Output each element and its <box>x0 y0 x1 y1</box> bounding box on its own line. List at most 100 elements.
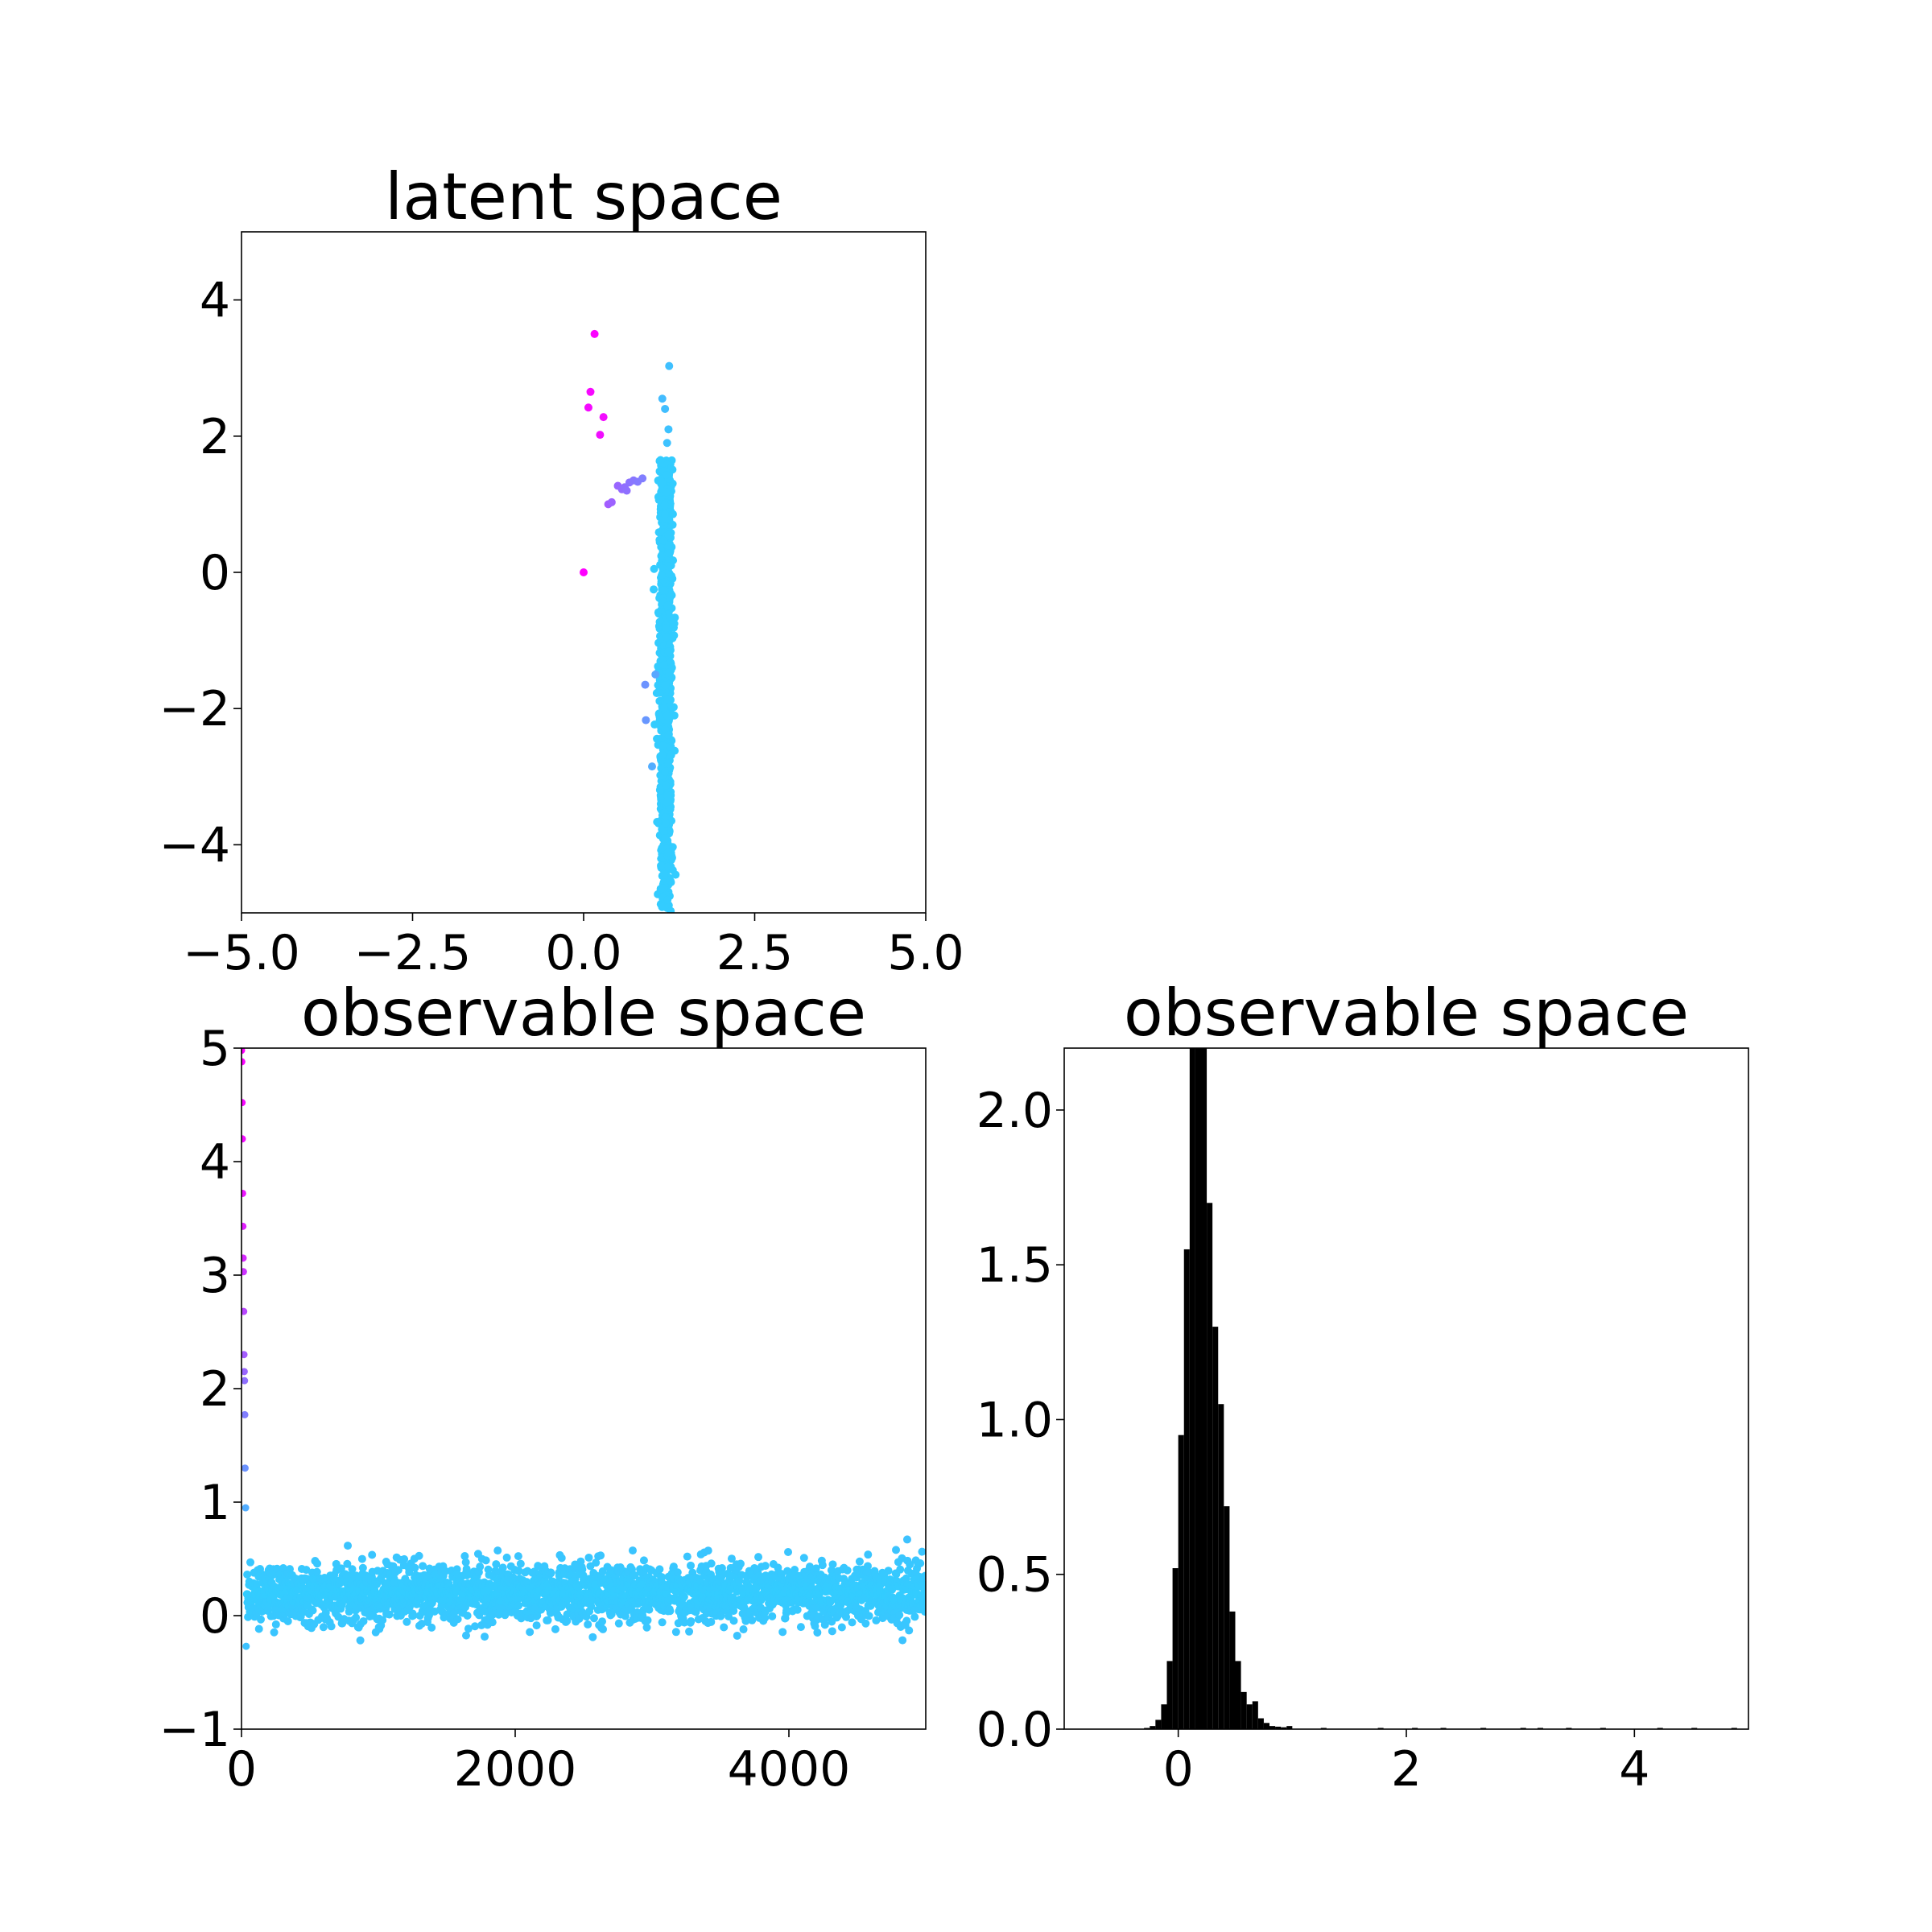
observable-point <box>848 1618 857 1627</box>
latent-space-y-ticks: −4 −2 0 2 4 <box>159 273 242 873</box>
latent-point <box>658 884 667 893</box>
observable-point <box>415 1551 423 1560</box>
observable-point <box>820 1620 829 1629</box>
observable-point <box>242 1307 248 1315</box>
observable-point <box>243 1570 252 1579</box>
observable-point <box>598 1617 607 1626</box>
latent-point <box>666 593 675 602</box>
observable-point <box>683 1552 691 1561</box>
observable-point <box>308 1606 317 1615</box>
latent-point <box>590 329 599 338</box>
observable-point <box>242 1368 248 1376</box>
observable-point <box>368 1550 377 1559</box>
latent-point <box>661 404 670 413</box>
histogram-bar <box>1218 1404 1224 1729</box>
observable-point <box>242 1135 246 1143</box>
observable-point <box>707 1559 716 1568</box>
latent-point <box>660 704 669 712</box>
latent-point <box>586 387 595 396</box>
latent-point <box>660 501 669 510</box>
observable-point <box>319 1623 328 1632</box>
observable-point <box>356 1636 365 1645</box>
observable-point <box>739 1625 748 1634</box>
histogram-bar <box>1178 1435 1184 1729</box>
x-tick-label: 2 <box>1391 1741 1422 1798</box>
observable-point <box>921 1571 926 1580</box>
observable-point <box>409 1611 418 1620</box>
observable-point <box>543 1616 552 1624</box>
observable-point <box>666 1607 675 1616</box>
observable-point <box>460 1552 469 1561</box>
observable-point <box>645 1605 654 1614</box>
y-tick-label: 4 <box>200 1134 230 1191</box>
observable-point <box>271 1620 280 1629</box>
latent-point <box>663 848 672 857</box>
observable-point <box>658 1573 667 1582</box>
histogram-bar <box>1189 1048 1195 1729</box>
observable-point <box>312 1567 321 1576</box>
y-tick-label: 3 <box>200 1248 230 1304</box>
observable-point <box>843 1566 852 1575</box>
latent-point <box>663 759 672 768</box>
latent-point <box>662 624 671 633</box>
histogram-bar <box>1172 1568 1179 1729</box>
observable-point <box>918 1547 926 1556</box>
latent-point <box>656 456 665 464</box>
observable-hist-title: observable space <box>1124 976 1689 1051</box>
latent-point <box>580 568 588 576</box>
observable-point <box>729 1616 738 1625</box>
observable-point <box>811 1564 820 1573</box>
observable-point <box>400 1554 409 1563</box>
latent-point <box>662 488 671 497</box>
observable-point <box>547 1569 555 1578</box>
observable-point <box>872 1616 881 1624</box>
observable-point <box>588 1633 597 1641</box>
observable-point <box>242 1268 247 1276</box>
observable-point <box>526 1628 535 1637</box>
observable-point <box>643 1616 652 1624</box>
histogram-bar <box>1286 1726 1293 1729</box>
observable-point <box>818 1561 827 1570</box>
observable-point <box>462 1565 471 1574</box>
y-tick-label: 0 <box>200 1588 230 1645</box>
observable-scatter-points <box>242 1048 926 1650</box>
observable-point <box>655 1565 664 1574</box>
observable-point <box>671 1628 680 1637</box>
observable-point <box>242 1642 250 1650</box>
histogram-bar <box>1201 1048 1208 1729</box>
latent-point <box>658 750 667 759</box>
observable-point <box>799 1554 808 1563</box>
latent-point <box>668 632 677 641</box>
observable-point <box>748 1616 757 1624</box>
observable-point <box>256 1615 265 1624</box>
latent-point <box>667 906 675 913</box>
observable-point <box>896 1565 905 1574</box>
y-tick-label: 1.0 <box>976 1392 1053 1448</box>
histogram-bar <box>1275 1726 1282 1729</box>
latent-point <box>658 902 667 911</box>
latent-point <box>659 660 668 669</box>
x-tick-label: −5.0 <box>183 925 300 981</box>
observable-point <box>921 1608 926 1616</box>
x-tick-label: 4000 <box>728 1741 851 1798</box>
latent-point <box>663 712 671 720</box>
observable-point <box>811 1621 819 1630</box>
y-tick-label: 2.0 <box>976 1083 1053 1139</box>
observable-point <box>855 1557 864 1566</box>
latent-point <box>663 601 672 610</box>
y-tick-label: 5 <box>200 1021 230 1077</box>
latent-point <box>657 861 666 870</box>
observable-point <box>461 1558 470 1567</box>
observable-point <box>679 1592 688 1601</box>
latent-point <box>664 730 673 739</box>
y-tick-label: 1.5 <box>976 1237 1053 1294</box>
latent-point <box>654 528 663 537</box>
observable-hist-frame <box>1063 1047 1749 1730</box>
observable-point <box>720 1623 729 1632</box>
x-tick-label: 0.0 <box>545 925 621 981</box>
latent-point <box>661 681 670 690</box>
histogram-bar <box>1269 1726 1276 1729</box>
observable-point <box>680 1618 689 1627</box>
latent-point <box>648 762 656 771</box>
